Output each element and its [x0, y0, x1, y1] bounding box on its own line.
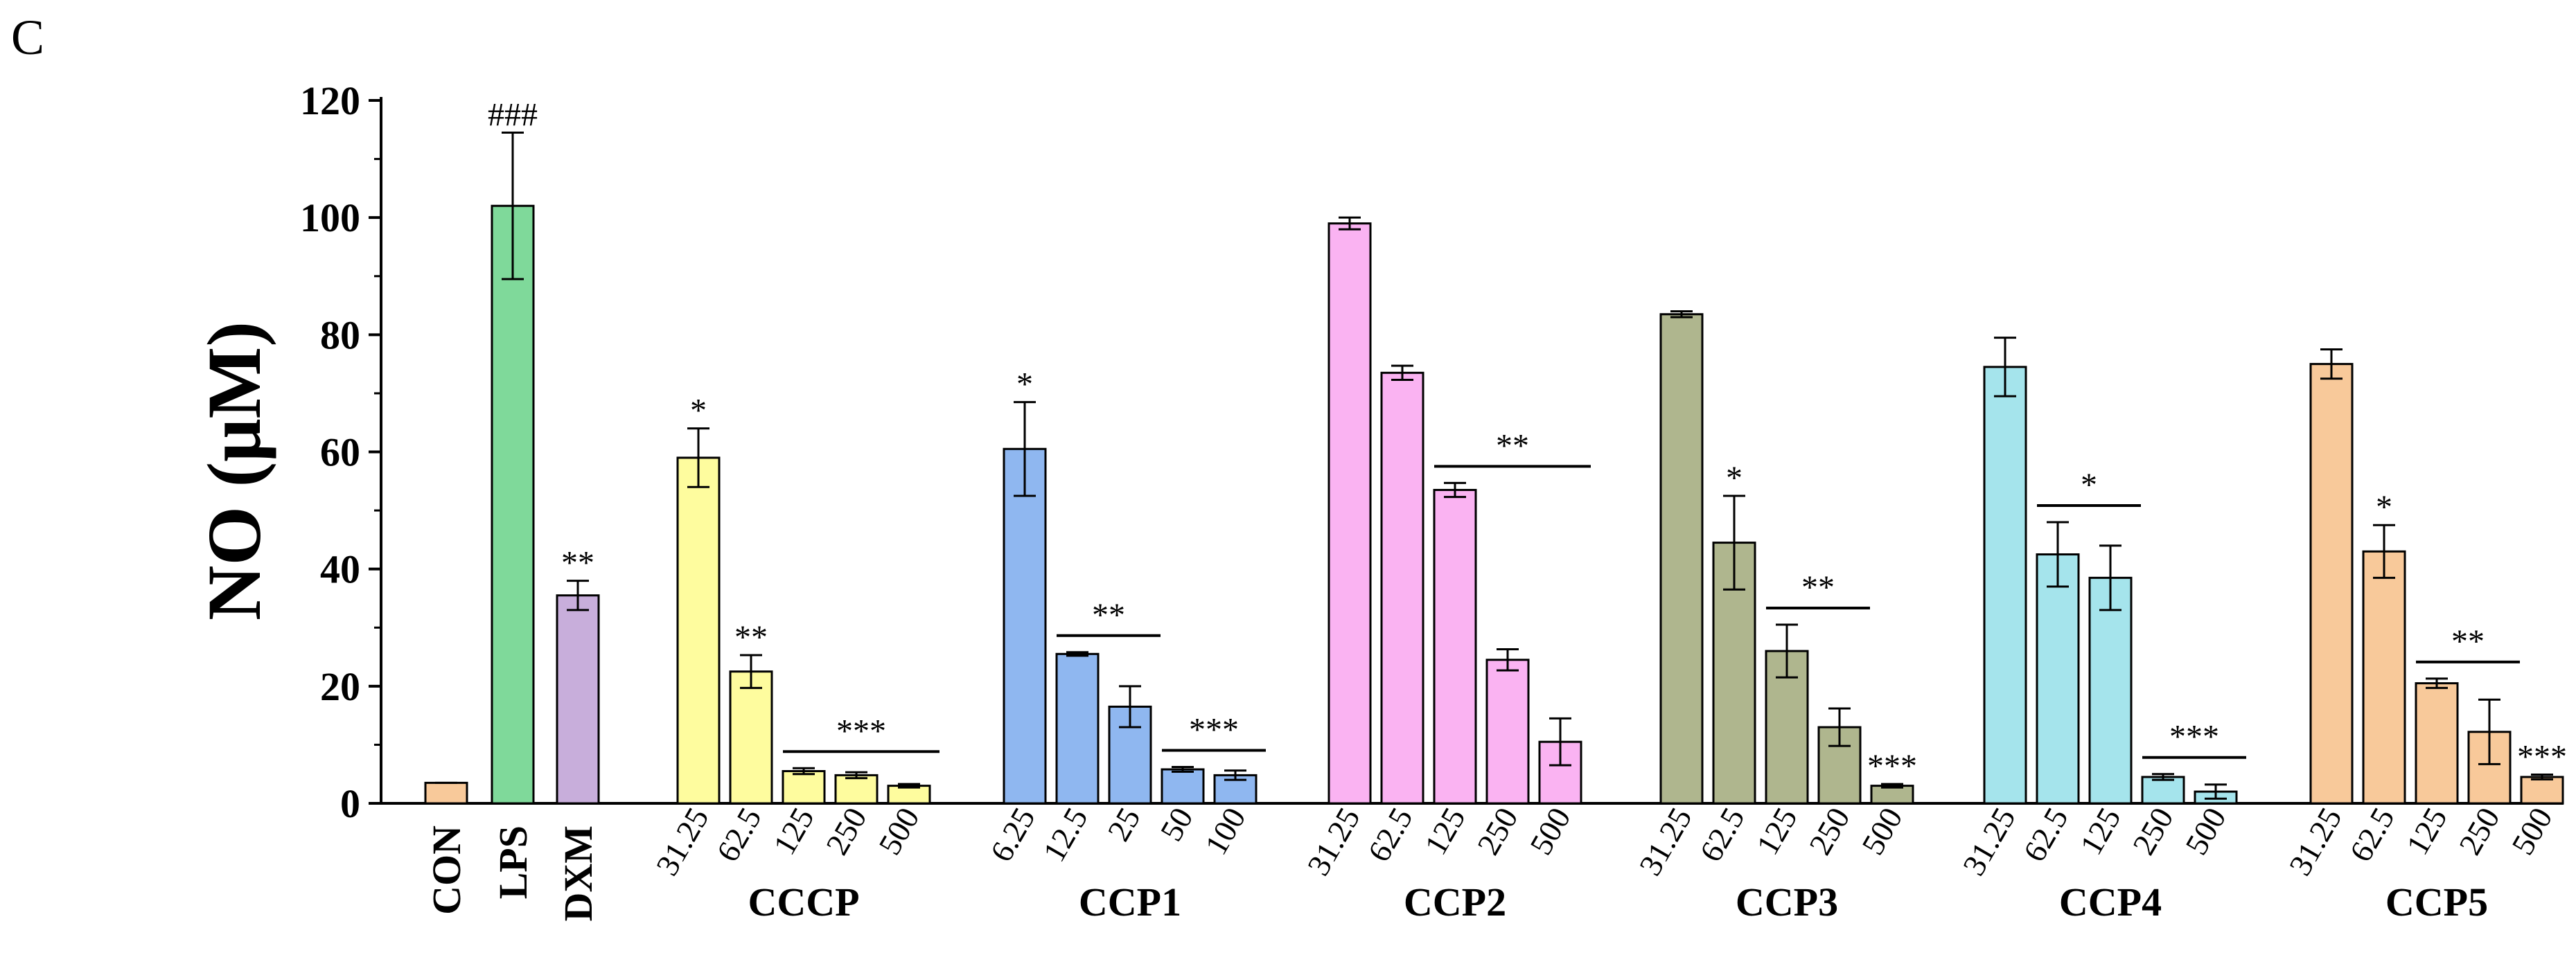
significance-label: ** — [561, 545, 594, 582]
bar-ccp3-4 — [1870, 785, 1914, 805]
significance-label: *** — [2169, 719, 2219, 756]
bar-ccp5-0 — [2309, 363, 2354, 805]
bar-ccp5-2 — [2415, 682, 2459, 805]
y-tick-label: 100 — [300, 195, 360, 240]
bar-ccp2-3 — [1485, 659, 1530, 805]
group-label: CCP1 — [1079, 880, 1181, 925]
significance-label: * — [2376, 489, 2392, 526]
concentration-label: 500 — [2505, 802, 2559, 861]
concentration-label: 31.25 — [1632, 802, 1699, 882]
significance-label: ** — [734, 619, 768, 656]
y-tick-label: 60 — [320, 430, 360, 475]
bar-con — [424, 781, 468, 805]
group-label: CCP5 — [2385, 880, 2488, 925]
significance-label: ** — [1092, 597, 1125, 634]
x-category-label: DXM — [556, 825, 601, 922]
significance-label: * — [690, 393, 707, 429]
bar-ccp3-0 — [1659, 313, 1704, 805]
concentration-label: 500 — [1523, 802, 1578, 861]
bar-cccp-3 — [834, 774, 879, 805]
concentration-label: 250 — [1470, 802, 1525, 861]
bar-ccp2-0 — [1327, 222, 1372, 805]
concentration-label: 250 — [819, 802, 874, 861]
bar-ccp5-1 — [2362, 550, 2406, 805]
concentration-label: 500 — [1855, 802, 1909, 861]
concentration-label: 25 — [1100, 802, 1147, 847]
concentration-label: 500 — [2178, 802, 2233, 861]
concentration-label: 125 — [766, 802, 821, 861]
concentration-label: 125 — [1749, 802, 1804, 861]
panel-label: C — [11, 10, 44, 65]
concentration-label: 500 — [872, 802, 926, 861]
significance-label: * — [2081, 467, 2097, 503]
concentration-label: 125 — [1418, 802, 1472, 861]
bar-ccp2-2 — [1433, 488, 1477, 805]
bar-ccp4-2 — [2088, 576, 2133, 805]
x-category-label: CON — [424, 825, 469, 915]
y-axis-title: NO (μM) — [192, 321, 276, 621]
bars — [424, 132, 2564, 805]
significance-label: *** — [1867, 748, 1917, 785]
group-label: CCCP — [748, 880, 859, 925]
y-tick-label: 40 — [320, 547, 360, 592]
significance-label: *** — [1189, 712, 1239, 749]
group-label: CCP2 — [1404, 880, 1506, 925]
bar-ccp1-1 — [1055, 652, 1100, 805]
concentration-label: 250 — [1802, 802, 1857, 861]
bar-ccp4-1 — [2036, 553, 2080, 805]
bar-ccp3-1 — [1712, 542, 1756, 805]
significance-label: ** — [1801, 569, 1835, 606]
bar-ccp5-4 — [2520, 776, 2564, 805]
bar-cccp-1 — [729, 670, 773, 805]
concentration-label: 62.5 — [1361, 802, 1419, 868]
concentration-label: 62.5 — [709, 802, 768, 868]
concentration-label: 125 — [2073, 802, 2128, 861]
significance-label: ** — [1496, 427, 1529, 464]
significance-label: * — [1016, 366, 1033, 403]
concentration-label: 100 — [1198, 802, 1253, 861]
significance-label: *** — [2517, 739, 2567, 776]
bar-lps — [491, 204, 535, 805]
y-tick-label: 120 — [300, 78, 360, 123]
group-label: CCP4 — [2059, 880, 2162, 925]
bar-ccp1-3 — [1161, 768, 1205, 805]
bar-dxm — [556, 594, 600, 805]
concentration-label: 12.5 — [1036, 802, 1094, 868]
bar-cccp-2 — [782, 769, 826, 805]
concentration-label: 250 — [2452, 802, 2507, 861]
concentration-label: 31.25 — [1956, 802, 2022, 882]
bar-ccp4-0 — [1983, 366, 2027, 805]
y-tick-label: 0 — [340, 781, 360, 826]
concentration-label: 62.5 — [2016, 802, 2074, 868]
concentration-label: 125 — [2399, 802, 2454, 861]
significance-label: *** — [836, 713, 886, 749]
concentration-label: 31.25 — [2282, 802, 2349, 882]
significance-label: ** — [2451, 623, 2485, 660]
concentration-label: 62.5 — [2343, 802, 2401, 868]
significance-label: * — [1726, 460, 1743, 497]
y-tick-label: 20 — [320, 664, 360, 709]
concentration-label: 50 — [1153, 802, 1199, 847]
bar-ccp2-1 — [1380, 371, 1424, 805]
significance-label: ### — [488, 97, 538, 134]
concentration-label: 62.5 — [1693, 802, 1751, 868]
concentration-label: 6.25 — [983, 802, 1041, 868]
bar-ccp1-0 — [1003, 447, 1047, 805]
y-tick-label: 80 — [320, 312, 360, 357]
bar-cccp-0 — [676, 456, 721, 805]
x-category-label: LPS — [491, 825, 536, 899]
group-label: CCP3 — [1736, 880, 1838, 925]
concentration-label: 31.25 — [1300, 802, 1367, 882]
concentration-label: 250 — [2126, 802, 2180, 861]
concentration-label: 31.25 — [649, 802, 716, 882]
